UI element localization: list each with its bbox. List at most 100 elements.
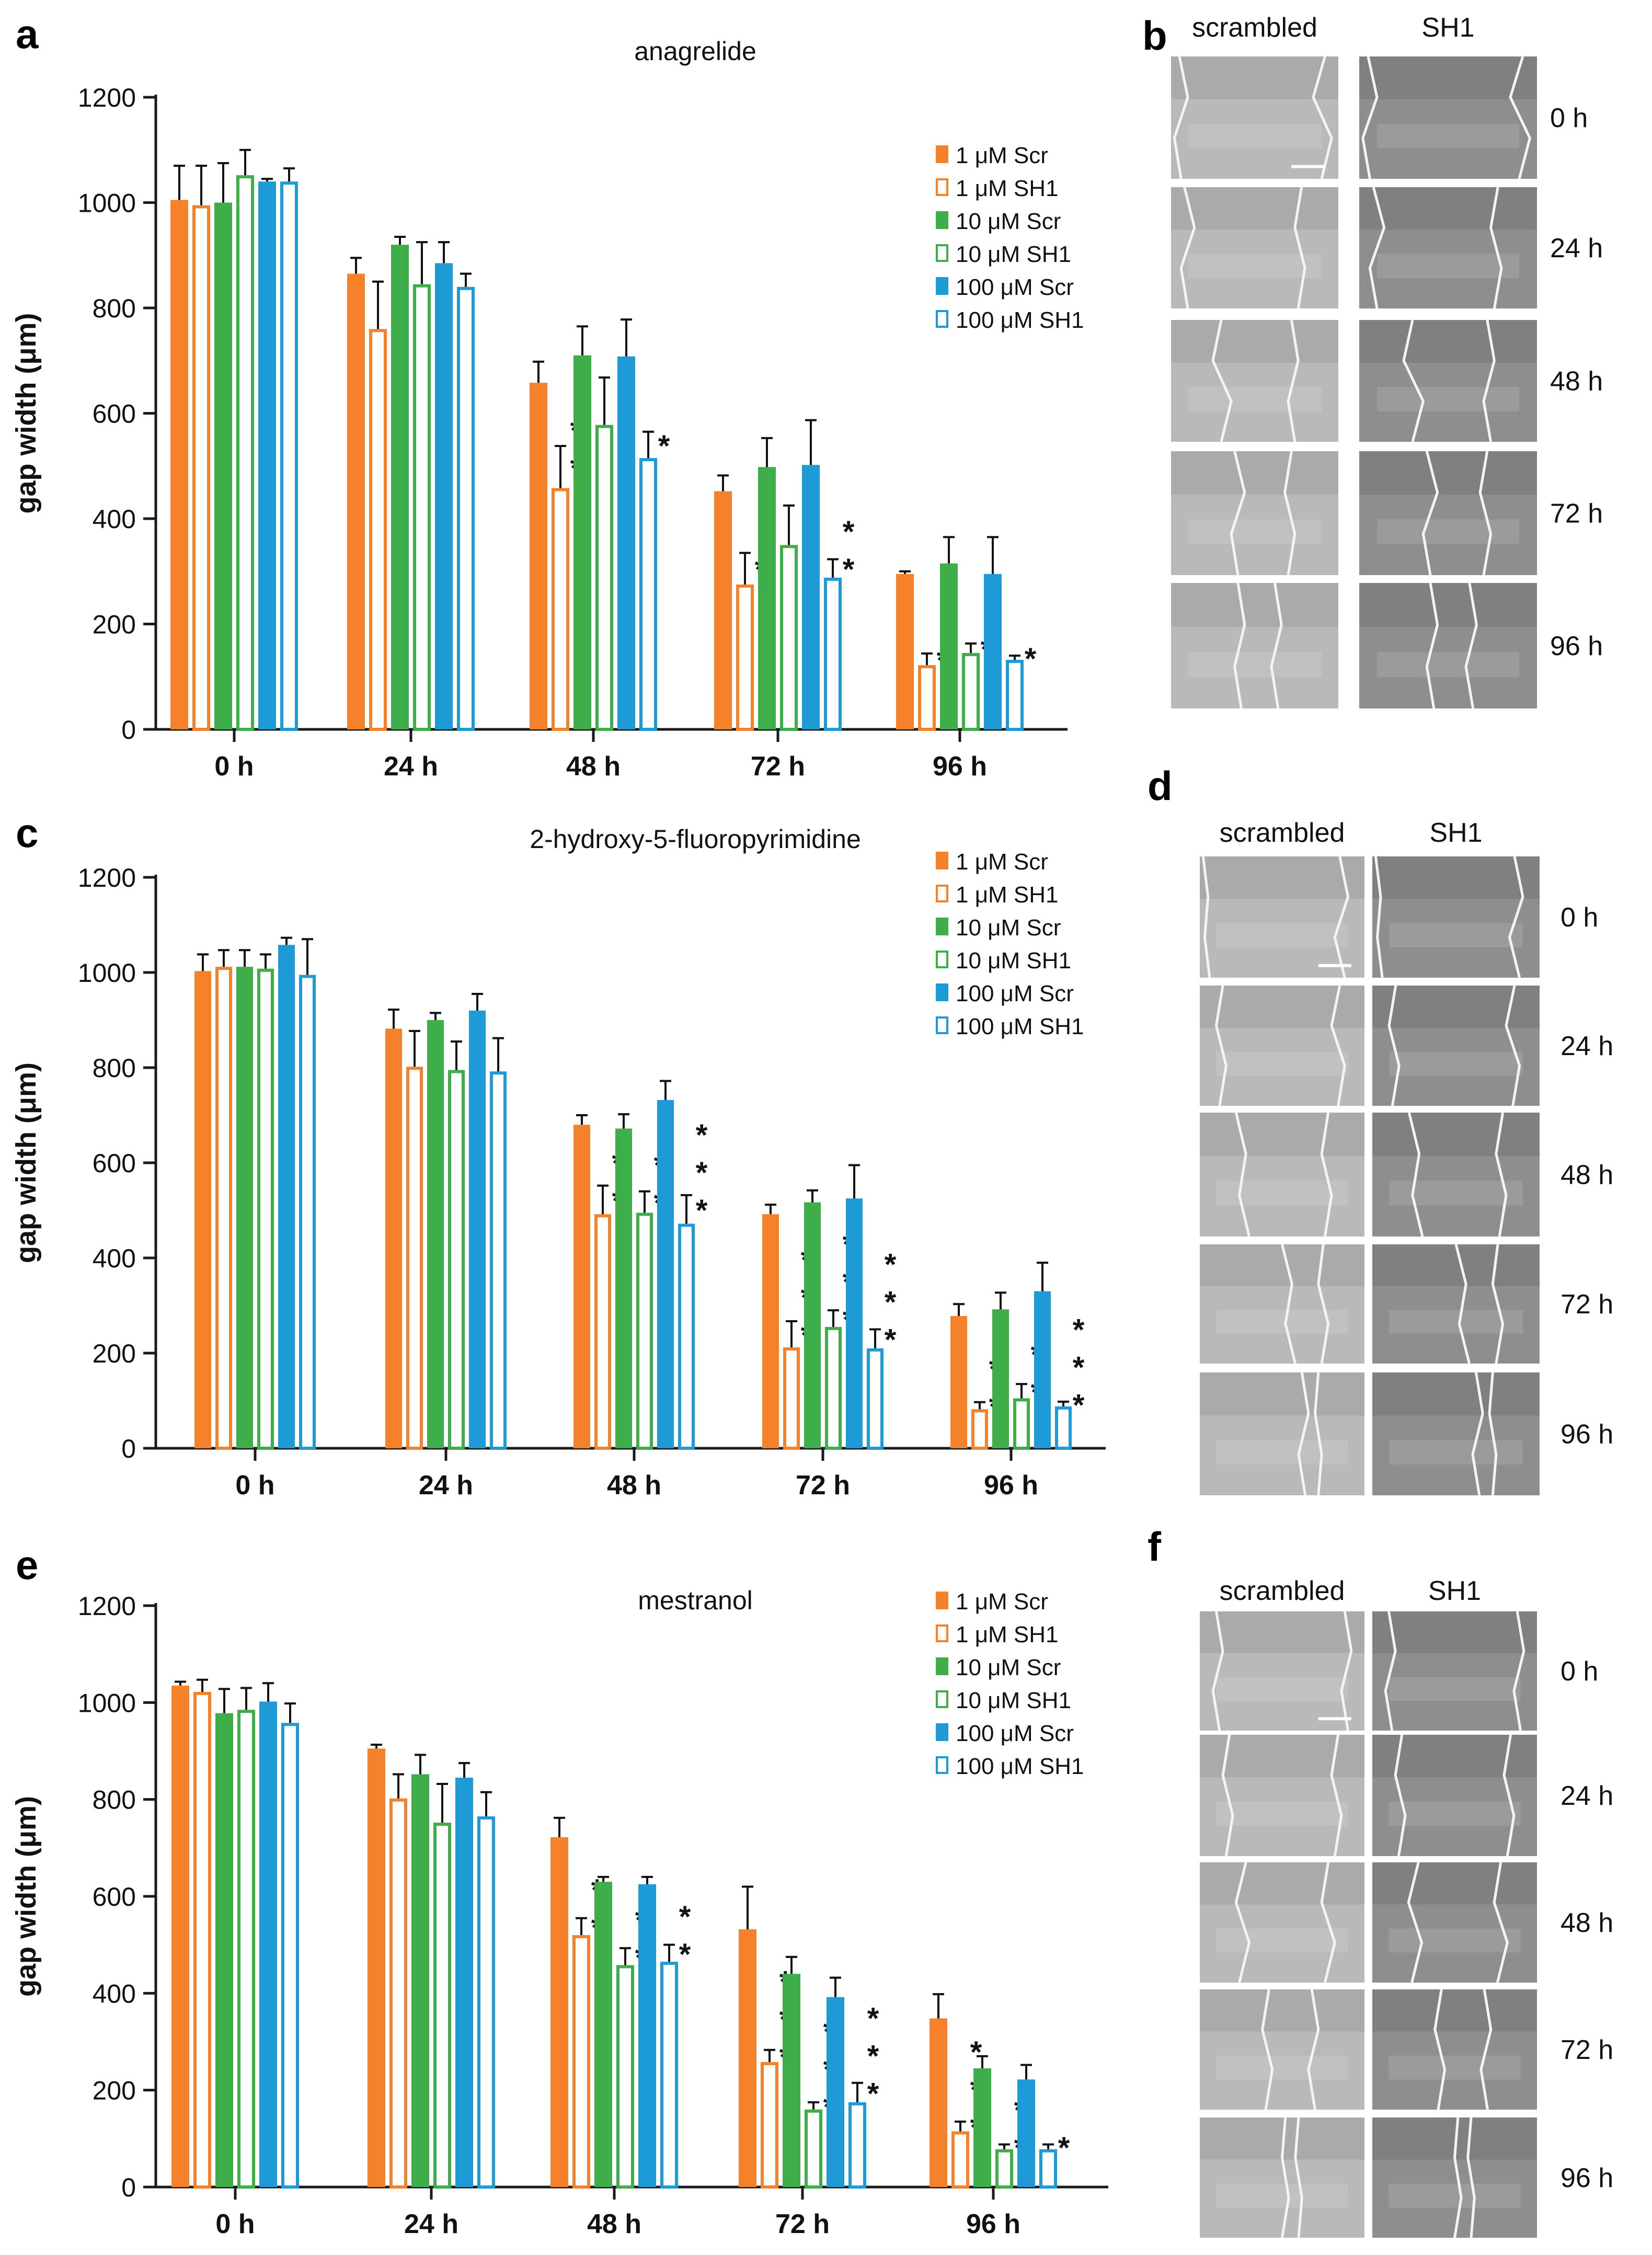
x-tick-label: 24 h [419, 1470, 473, 1501]
wound-edge-line [1317, 1244, 1330, 1364]
bar [455, 1777, 473, 2187]
bar [615, 1128, 632, 1448]
micrograph-shading [1188, 123, 1322, 148]
legend-label: 10 μM Scr [956, 1655, 1061, 1680]
time-label: 0 h [1550, 103, 1588, 133]
micrograph-shading [1188, 519, 1322, 544]
time-label: 48 h [1561, 1160, 1613, 1191]
bar [214, 202, 232, 729]
bar [215, 967, 232, 1450]
bar [258, 181, 276, 730]
bar [406, 1067, 423, 1450]
micrograph-shading [1188, 254, 1322, 278]
micrograph-image [1171, 583, 1338, 708]
y-tick-label: 600 [93, 1149, 136, 1178]
bar [962, 653, 980, 731]
x-tick-label: 72 h [796, 1470, 850, 1501]
bar [435, 263, 453, 729]
bar [170, 200, 188, 729]
panel-label-d: d [1148, 763, 1173, 809]
bar [762, 1214, 779, 1448]
micrograph-shading [1200, 1862, 1364, 1905]
significance-star: * [696, 1156, 708, 1190]
micrograph-image [1200, 1862, 1364, 1983]
x-tick-label: 48 h [566, 751, 621, 782]
micrograph-image [1200, 1611, 1364, 1731]
y-tick-label: 1000 [78, 958, 136, 988]
micrograph-shading [1389, 1051, 1523, 1076]
bar [236, 175, 254, 731]
bar [950, 1316, 967, 1448]
bar [385, 1028, 402, 1448]
y-tick-label: 200 [93, 1339, 136, 1368]
bar [448, 1070, 465, 1450]
micrograph-shading [1372, 856, 1540, 899]
wound-edge-line [1330, 985, 1346, 1106]
legend-swatch [936, 1756, 948, 1774]
bar [984, 574, 1002, 729]
micrograph-shading [1372, 1113, 1540, 1156]
legend-label: 100 μM SH1 [956, 307, 1084, 333]
micrograph-image [1200, 1989, 1364, 2110]
bar [391, 245, 409, 730]
micrograph-shading [1389, 1181, 1523, 1206]
bar [804, 1202, 821, 1448]
bar [848, 2102, 866, 2189]
x-tick-label: 96 h [966, 2209, 1020, 2239]
time-label: 0 h [1561, 902, 1598, 933]
wound-edge-line [1283, 451, 1297, 576]
micrograph-image [1200, 1113, 1364, 1237]
micrograph-image [1372, 1611, 1537, 1731]
bar [457, 287, 475, 731]
bar [846, 1198, 863, 1448]
y-tick-label: 200 [93, 610, 136, 639]
bar [780, 545, 798, 731]
micrograph-shading [1216, 1440, 1348, 1465]
bar [636, 1212, 653, 1450]
y-axis-label: gap width (μm) [10, 1796, 42, 1997]
micrograph-shading [1377, 519, 1519, 544]
legend-label: 1 μM SH1 [956, 1622, 1059, 1647]
micrograph-image [1171, 56, 1338, 179]
micrograph-panel-d: d scrambled SH1 0 h 24 h 48 h 72 h 96 h [1148, 763, 1613, 1496]
micrograph-shading [1377, 652, 1519, 677]
chart-panel-c: c 2-hydroxy-5-fluoropyrimidine gap width (… [10, 810, 1106, 1501]
y-tick-label: 200 [93, 2076, 136, 2105]
wound-edge-line [1421, 451, 1439, 576]
bar [193, 1691, 211, 2189]
y-tick-label: 0 [121, 715, 136, 745]
bar [257, 968, 274, 1450]
bar [215, 1713, 233, 2187]
micrograph-image [1372, 1113, 1540, 1237]
wound-edge-line [1179, 187, 1196, 309]
bar-charts: a anagrelide gap width (μm) 0 200 400 600 800 10… [10, 11, 1108, 2239]
micrograph-shading [1372, 1862, 1537, 1905]
chart-panel-a: a anagrelide gap width (μm) 0 200 400 600 800 10… [10, 11, 1084, 782]
y-tick-label: 600 [93, 1882, 136, 1911]
y-tick-label: 400 [93, 1979, 136, 2008]
bar [951, 2131, 969, 2189]
legend-swatch [936, 1723, 948, 1741]
wound-edge-line [1464, 582, 1478, 709]
micrograph-image [1200, 2117, 1364, 2238]
micrograph-shading [1171, 583, 1338, 627]
wound-edge-line [1333, 856, 1350, 978]
legend-swatch [936, 310, 948, 328]
micrograph-shading [1377, 254, 1519, 278]
micrograph-image [1171, 451, 1338, 575]
micrograph-shading [1389, 1801, 1521, 1826]
bar [427, 1020, 444, 1448]
legend-swatch [936, 1592, 948, 1609]
micrograph-shading [1171, 451, 1338, 495]
column-header-scrambled: scrambled [1220, 818, 1345, 848]
micrograph-shading [1216, 1801, 1348, 1826]
wound-edge-line [1407, 1112, 1424, 1237]
micrograph-shading [1372, 1989, 1537, 2032]
time-label: 72 h [1561, 2035, 1613, 2065]
wound-edge-line [1307, 1989, 1320, 2110]
x-tick-label: 72 h [751, 751, 805, 782]
wound-edge-line [1453, 2117, 1463, 2238]
wound-edge-line [1374, 856, 1384, 978]
legend-label: 10 μM Scr [956, 915, 1061, 941]
wound-edge-line [1287, 319, 1300, 442]
